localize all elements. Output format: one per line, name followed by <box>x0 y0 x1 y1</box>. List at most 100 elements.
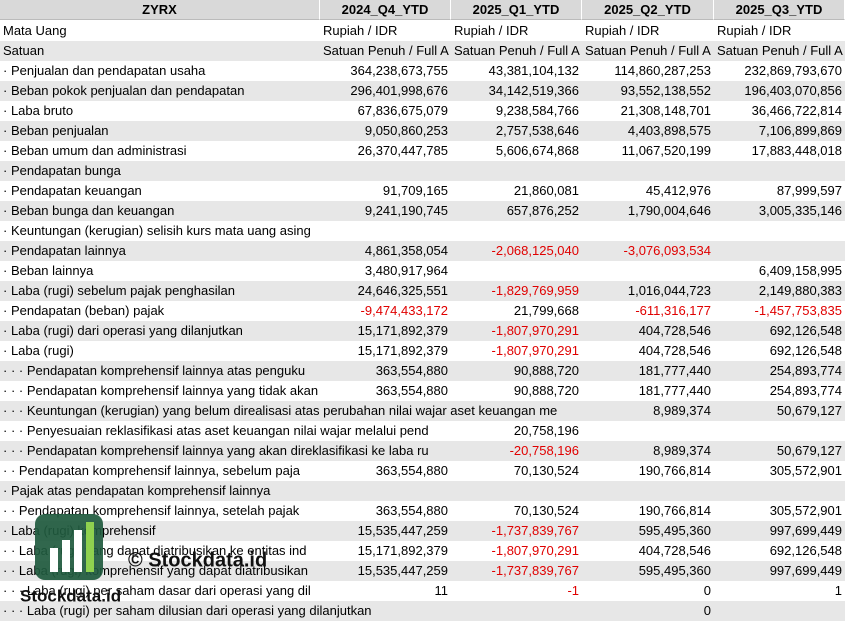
value-cell: 11,067,520,199 <box>621 143 711 158</box>
value-cell: 67,836,675,079 <box>357 103 448 118</box>
value-cell: 657,876,252 <box>506 203 579 218</box>
table-row: · · · Penyesuaian reklasifikasi atas ase… <box>0 421 845 441</box>
value-cell: 363,554,880 <box>375 503 448 518</box>
row-label: · · · Pendapatan komprehensif lainnya ya… <box>3 443 429 458</box>
value-cell: 9,238,584,766 <box>495 103 579 118</box>
row-label: · · · Pendapatan komprehensif lainnya ya… <box>3 383 320 398</box>
row-label: · Beban umum dan administrasi <box>3 143 187 158</box>
value-cell: 21,860,081 <box>513 183 579 198</box>
value-cell: 17,883,448,018 <box>751 143 842 158</box>
value-cell: 3,480,917,964 <box>364 263 448 278</box>
table-row: · Laba (rugi) 15,171,892,379 -1,807,970,29… <box>0 341 845 361</box>
table-row: · · · Pendapatan komprehensif lainnya ya… <box>0 441 845 461</box>
table-row: · Beban umum dan administrasi 26,370,447,… <box>0 141 845 161</box>
value-cell: 90,888,720 <box>513 383 579 398</box>
value-cell: 15,171,892,379 <box>357 543 448 558</box>
value-cell: 15,535,447,259 <box>357 563 448 578</box>
value-cell: 404,728,546 <box>638 343 711 358</box>
row-label: · Beban penjualan <box>3 123 109 138</box>
row-label: Mata Uang <box>3 23 67 38</box>
value-cell: 11 <box>434 583 449 598</box>
value-cell: Satuan Penuh / Full A <box>323 43 449 58</box>
value-cell: 50,679,127 <box>776 443 842 458</box>
table-row: · Beban bunga dan keuangan 9,241,190,745 6… <box>0 201 845 221</box>
value-cell: 90,888,720 <box>513 363 579 378</box>
value-cell: 15,171,892,379 <box>357 343 448 358</box>
value-cell: 254,893,774 <box>769 363 842 378</box>
value-cell: Rupiah / IDR <box>717 23 792 38</box>
table-row: · Pendapatan keuangan 91,709,165 21,860,08… <box>0 181 845 201</box>
value-cell: 9,050,860,253 <box>364 123 448 138</box>
row-label: · Pendapatan lainnya <box>3 243 126 258</box>
table-row: · · · Laba (rugi) per saham dilusian dar… <box>0 601 845 621</box>
value-cell: 296,401,998,676 <box>350 83 448 98</box>
value-cell: -1,807,970,291 <box>491 343 579 358</box>
value-cell: -1,829,769,959 <box>491 283 579 298</box>
value-cell: 190,766,814 <box>638 463 711 478</box>
value-cell: 6,409,158,995 <box>758 263 842 278</box>
row-label: · · · Penyesuaian reklasifikasi atas ase… <box>3 423 429 438</box>
row-label: · Laba (rugi) komprehensif <box>3 523 156 538</box>
value-cell: 1 <box>834 583 842 598</box>
value-cell: -1,737,839,767 <box>491 563 579 578</box>
row-label: · · Laba (rugi) komprehensif yang dapat … <box>3 563 308 578</box>
table-row: · · · Laba (rugi) per saham dasar dari o… <box>0 581 845 601</box>
row-label: · · · Laba (rugi) per saham dasar dari o… <box>3 583 311 598</box>
table-row: · Pajak atas pendapatan komprehensif lai… <box>0 481 845 501</box>
table-row: · · Laba (rugi) yang dapat diatribusikan… <box>0 541 845 561</box>
value-cell: -20,758,196 <box>509 443 579 458</box>
table-row: · Laba bruto 67,836,675,079 9,238,584,766 2… <box>0 101 845 121</box>
table-row: · Laba (rugi) sebelum pajak penghasilan 2… <box>0 281 845 301</box>
value-cell: 91,709,165 <box>382 183 448 198</box>
value-cell: 2,757,538,646 <box>495 123 579 138</box>
value-cell: 2,149,880,383 <box>758 283 842 298</box>
value-cell: 692,126,548 <box>769 343 842 358</box>
value-cell: 997,699,449 <box>769 523 842 538</box>
value-cell: 43,381,104,132 <box>488 63 579 78</box>
value-cell: -3,076,093,534 <box>623 243 711 258</box>
table-row: · Beban penjualan 9,050,860,253 2,757,538,… <box>0 121 845 141</box>
value-cell: 254,893,774 <box>769 383 842 398</box>
value-cell: 5,606,674,868 <box>495 143 579 158</box>
value-cell: 181,777,440 <box>638 363 711 378</box>
value-cell: 4,861,358,054 <box>364 243 448 258</box>
value-cell: -9,474,433,172 <box>360 303 448 318</box>
value-cell: 8,989,374 <box>653 443 711 458</box>
value-cell: 15,535,447,259 <box>357 523 448 538</box>
row-label: · Beban lainnya <box>3 263 94 278</box>
row-label: · Penjualan dan pendapatan usaha <box>3 63 206 78</box>
value-cell: 692,126,548 <box>769 543 842 558</box>
value-cell: 997,699,449 <box>769 563 842 578</box>
table-row: · Keuntungan (kerugian) selisih kurs mat… <box>0 221 845 241</box>
row-label: · Pendapatan keuangan <box>3 183 142 198</box>
table-row: · · · Pendapatan komprehensif lainnya ya… <box>0 381 845 401</box>
value-cell: -1,807,970,291 <box>491 323 579 338</box>
row-label: · · · Laba (rugi) per saham dilusian dar… <box>3 603 372 618</box>
value-cell: 8,989,374 <box>653 403 711 418</box>
value-cell: 0 <box>703 583 711 598</box>
value-cell: 70,130,524 <box>513 503 579 518</box>
value-cell: 50,679,127 <box>776 403 842 418</box>
value-cell: 9,241,190,745 <box>364 203 448 218</box>
table-row: · · · Pendapatan komprehensif lainnya at… <box>0 361 845 381</box>
value-cell: 363,554,880 <box>375 363 448 378</box>
value-cell: 363,554,880 <box>375 463 448 478</box>
value-cell: 404,728,546 <box>638 543 711 558</box>
value-cell: 7,106,899,869 <box>758 123 842 138</box>
table-row: · · Pendapatan komprehensif lainnya, set… <box>0 501 845 521</box>
header-row: ZYRX 2024_Q4_YTD 2025_Q1_YTD 2025_Q2_YTD 202… <box>0 0 845 21</box>
value-cell: 15,171,892,379 <box>357 323 448 338</box>
table-row: · Pendapatan lainnya 4,861,358,054 -2,068,… <box>0 241 845 261</box>
header-cell: 2025_Q2_YTD <box>582 0 714 20</box>
table-row: · Laba (rugi) komprehensif 15,535,447,259… <box>0 521 845 541</box>
value-cell: 363,554,880 <box>375 383 448 398</box>
value-cell: Satuan Penuh / Full A <box>585 43 711 58</box>
value-cell: 595,495,360 <box>638 523 711 538</box>
row-label: · Keuntungan (kerugian) selisih kurs mat… <box>3 223 311 238</box>
row-label: · · · Keuntungan (kerugian) yang belum d… <box>3 403 558 418</box>
row-label: · · Pendapatan komprehensif lainnya, seb… <box>3 463 301 478</box>
header-cell: 2024_Q4_YTD <box>320 0 451 20</box>
value-cell: -1,737,839,767 <box>491 523 579 538</box>
table-row: Satuan Satuan Penuh / Full A Satuan Penuh … <box>0 41 845 61</box>
value-cell: 26,370,447,785 <box>357 143 448 158</box>
